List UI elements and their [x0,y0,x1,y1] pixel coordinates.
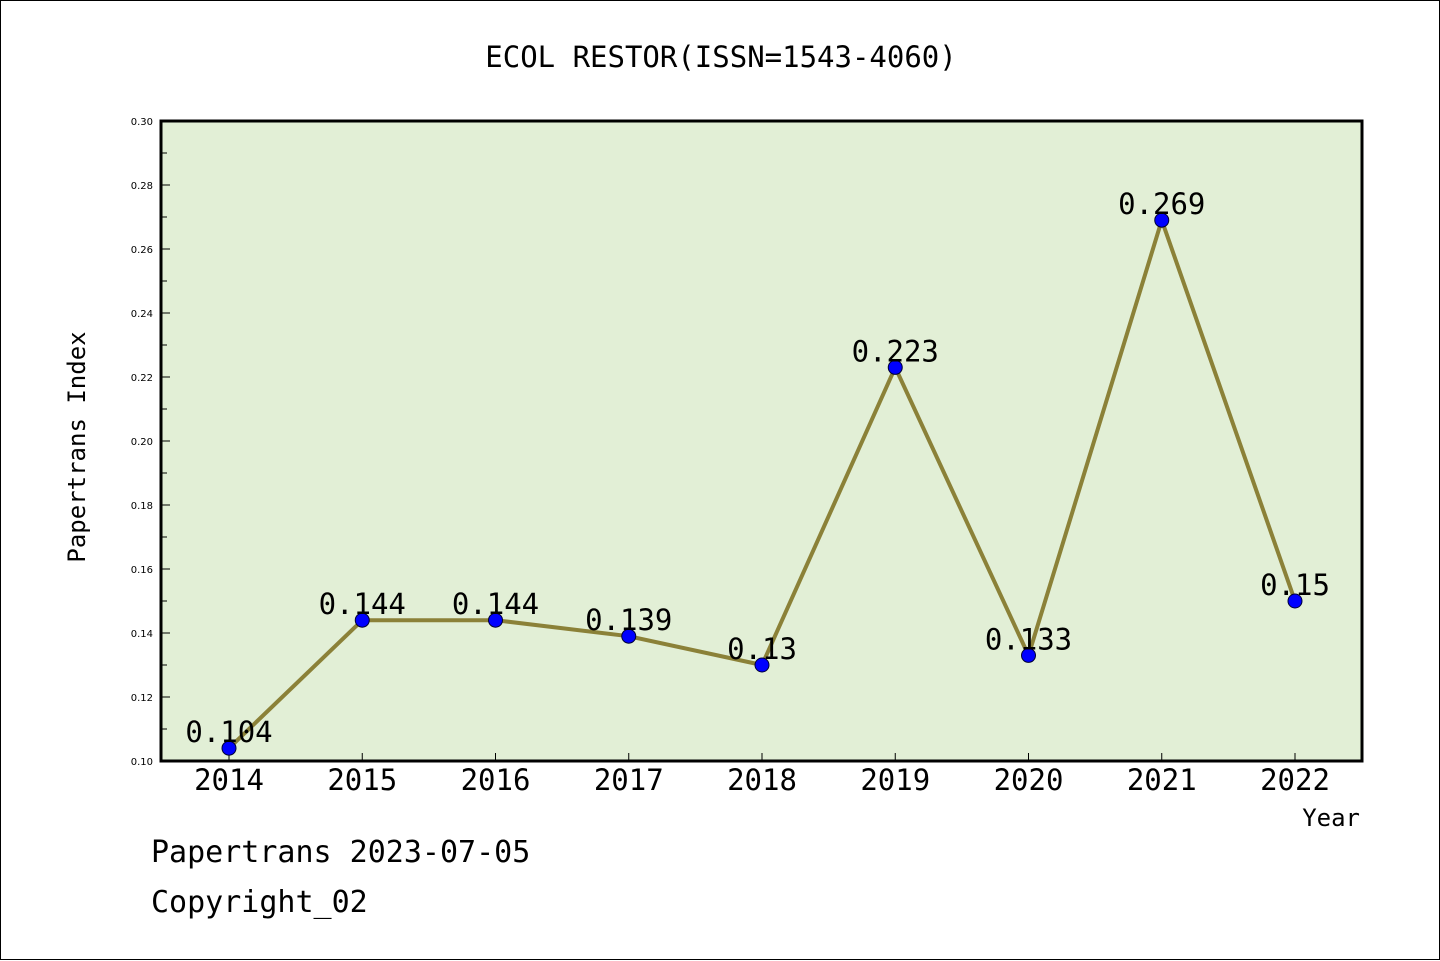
y-tick-label: 0.28 [131,181,153,192]
data-label: 0.144 [319,587,406,621]
y-tick-label: 0.16 [131,565,153,576]
data-point-marker [221,740,237,756]
x-tick-label: 2016 [461,763,531,797]
x-tick-label: 2021 [1127,763,1197,797]
y-tick-label: 0.10 [131,757,153,768]
x-axis-label: Year [1302,804,1360,832]
y-tick-label: 0.24 [131,309,153,320]
data-label: 0.133 [985,622,1072,656]
data-point-marker [754,657,770,673]
footer-copyright-text: Copyright_02 [151,885,368,920]
data-label: 0.15 [1260,568,1330,602]
plot-border [159,119,1364,763]
x-tick-label: 2019 [860,763,930,797]
x-axis-ticks: 2014 2015 2016 2017 2018 2019 2020 2021 2022 [194,753,1330,797]
y-tick-label: 0.18 [131,501,153,512]
x-tick-label: 2014 [194,763,264,797]
x-tick-label: 2017 [594,763,664,797]
x-tick-label: 2022 [1260,763,1330,797]
data-point-marker [488,612,503,628]
x-tick-label: 2015 [327,763,397,797]
footer-date-text: Papertrans 2023-07-05 [151,835,531,870]
data-point-marker [354,612,370,628]
series-markers [221,212,1303,756]
data-label: 0.223 [852,334,939,368]
data-label: 0.139 [585,603,672,637]
data-label: 0.13 [727,632,797,666]
y-tick-label: 0.26 [131,245,153,256]
x-tick-label: 2020 [994,763,1064,797]
data-point-marker [1154,212,1170,228]
y-tick-label: 0.30 [131,117,153,128]
data-label: 0.269 [1118,187,1205,221]
data-point-marker [887,359,903,375]
y-tick-label: 0.14 [131,629,153,640]
y-tick-label: 0.12 [131,693,153,704]
data-label: 0.144 [452,587,539,621]
data-labels: 0.104 0.144 0.144 0.139 0.13 0.223 0.133 0.269 0… [185,187,1330,749]
data-point-marker [621,628,637,644]
y-tick-label: 0.22 [131,373,153,384]
data-point-marker [1021,647,1036,663]
chart-title: ECOL RESTOR(ISSN=1543-4060) [485,40,956,74]
x-tick-label: 2018 [727,763,797,797]
data-point-marker [1287,593,1303,609]
y-tick-label: 0.20 [131,437,153,448]
y-axis-label: Papertrans Index [63,331,91,562]
data-label: 0.104 [185,715,272,749]
